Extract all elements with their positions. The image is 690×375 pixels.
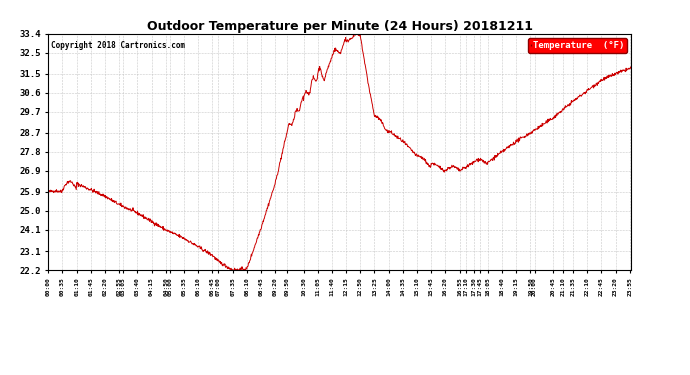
Text: Copyright 2018 Cartronics.com: Copyright 2018 Cartronics.com bbox=[51, 41, 186, 50]
Legend: Temperature  (°F): Temperature (°F) bbox=[529, 38, 627, 53]
Title: Outdoor Temperature per Minute (24 Hours) 20181211: Outdoor Temperature per Minute (24 Hours… bbox=[147, 20, 533, 33]
